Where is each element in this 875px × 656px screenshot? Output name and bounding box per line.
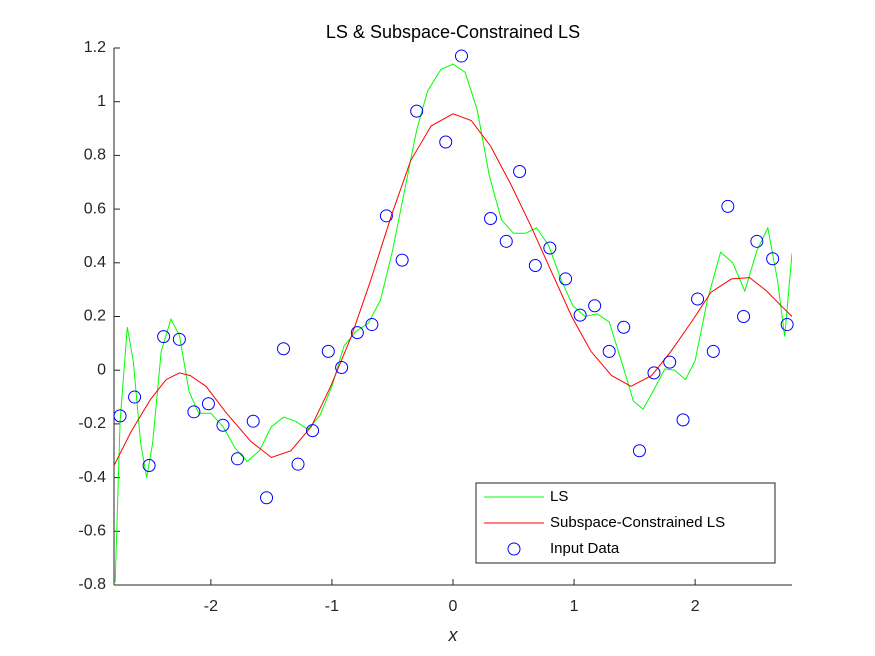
data-point bbox=[350, 326, 364, 340]
data-point bbox=[454, 49, 468, 63]
data-point bbox=[335, 361, 349, 375]
data-point bbox=[201, 397, 215, 411]
legend-label: Input Data bbox=[550, 540, 620, 557]
data-point bbox=[379, 209, 393, 223]
data-point bbox=[691, 292, 705, 306]
y-tick-label: 0.8 bbox=[84, 147, 106, 164]
x-tick-label: 0 bbox=[449, 598, 458, 615]
data-point bbox=[260, 491, 274, 505]
chart-title: LS & Subspace-Constrained LS bbox=[326, 22, 580, 42]
y-tick-label: 0.2 bbox=[84, 308, 106, 325]
y-tick-label: 1.2 bbox=[84, 39, 106, 56]
data-point bbox=[306, 424, 320, 438]
data-point bbox=[737, 310, 751, 323]
y-tick-label: 0.6 bbox=[84, 200, 106, 217]
data-point bbox=[246, 414, 260, 428]
data-point bbox=[499, 234, 513, 248]
data-point bbox=[559, 272, 573, 286]
series-line bbox=[114, 113, 792, 466]
data-point bbox=[588, 299, 602, 313]
legend-label: Subspace-Constrained LS bbox=[550, 514, 725, 531]
data-point bbox=[365, 318, 379, 332]
data-point bbox=[676, 413, 690, 427]
data-point bbox=[513, 165, 527, 179]
y-tick-label: -0.6 bbox=[78, 523, 106, 540]
data-point bbox=[291, 457, 305, 471]
y-tick-label: -0.2 bbox=[78, 415, 106, 432]
data-point bbox=[663, 355, 677, 369]
data-point bbox=[157, 330, 171, 344]
legend-label: LS bbox=[550, 488, 568, 505]
data-point bbox=[750, 234, 764, 248]
y-tick-label: 0 bbox=[97, 361, 106, 378]
y-tick-label: 1 bbox=[97, 93, 106, 110]
y-tick-label: -0.8 bbox=[78, 576, 106, 593]
data-point bbox=[277, 342, 290, 356]
data-point bbox=[216, 418, 230, 432]
data-point bbox=[187, 405, 201, 419]
y-tick-label: 0.4 bbox=[84, 254, 106, 271]
data-point bbox=[706, 344, 720, 358]
x-tick-label: 2 bbox=[691, 598, 700, 615]
data-point bbox=[617, 320, 631, 334]
data-point bbox=[647, 366, 661, 380]
data-point bbox=[766, 252, 780, 266]
data-point bbox=[573, 308, 587, 322]
series-line bbox=[114, 63, 792, 583]
y-tick-label: -0.4 bbox=[78, 469, 106, 486]
data-point bbox=[172, 332, 186, 346]
data-point bbox=[113, 409, 127, 423]
data-point bbox=[721, 199, 735, 213]
data-point bbox=[543, 241, 557, 255]
data-point bbox=[230, 452, 244, 466]
data-point bbox=[528, 258, 542, 272]
data-point bbox=[439, 135, 453, 149]
data-point bbox=[321, 344, 335, 358]
data-point bbox=[142, 459, 156, 473]
x-tick-label: -1 bbox=[325, 598, 339, 615]
data-point bbox=[780, 318, 794, 332]
legend-marker bbox=[507, 542, 521, 556]
data-point bbox=[128, 390, 142, 404]
data-point bbox=[395, 253, 409, 267]
x-axis-label: x bbox=[448, 625, 459, 645]
data-point bbox=[602, 344, 616, 358]
x-tick-label: 1 bbox=[570, 598, 579, 615]
x-tick-label: -2 bbox=[204, 598, 218, 615]
data-point bbox=[632, 444, 646, 458]
data-point bbox=[410, 104, 424, 118]
data-point bbox=[484, 211, 498, 225]
